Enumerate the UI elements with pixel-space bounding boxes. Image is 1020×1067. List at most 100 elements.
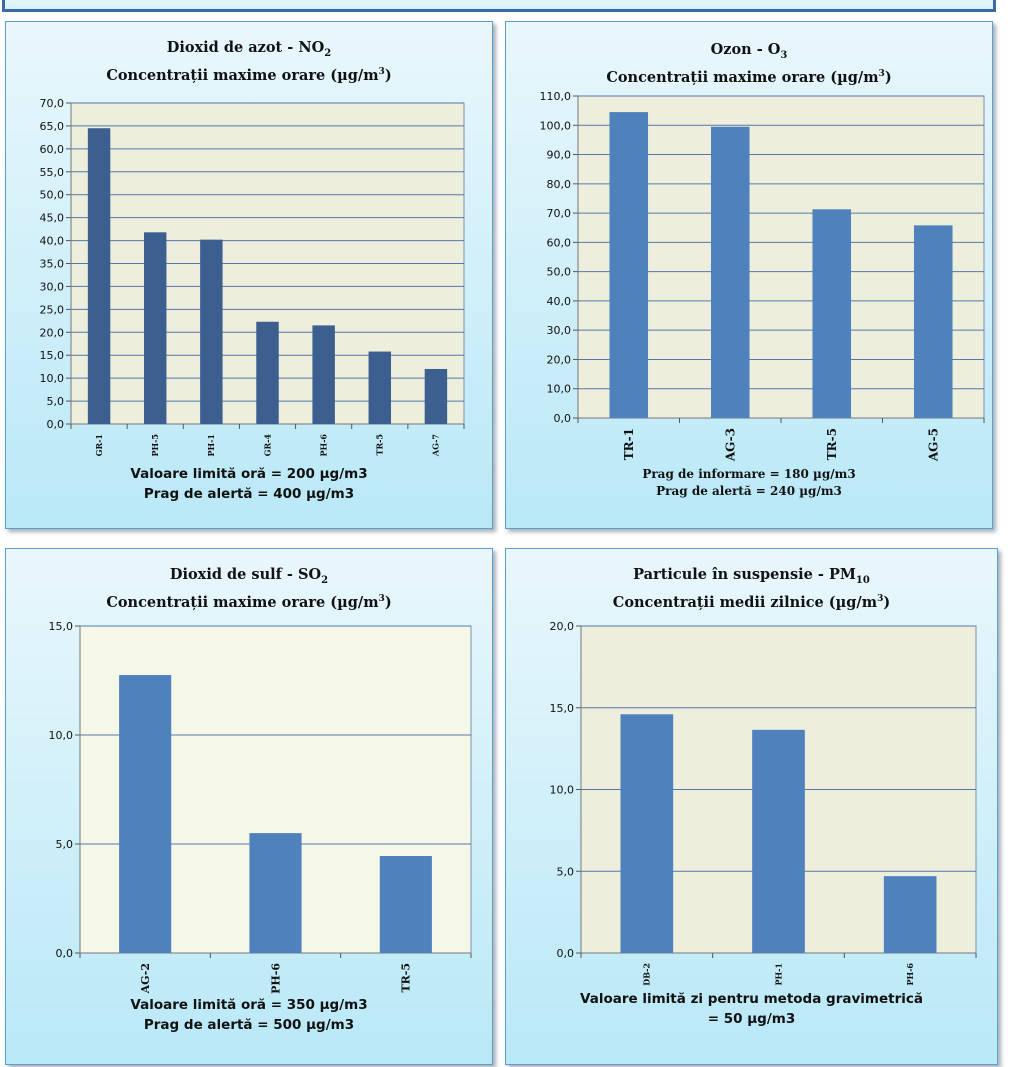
chart-subtitle: Concentrații maxime orare (µg/m: [106, 66, 379, 84]
bar: [424, 368, 448, 424]
category-label: PH-6: [318, 434, 328, 457]
chart-svg-no2: 0,0 5,0 10,0 15,0 20,0 25,0 30,0 35,0 40,0 45,0 50…: [40, 97, 465, 457]
header-strip: [2, 0, 996, 12]
title-superscript: 3: [378, 66, 385, 77]
y-tick-label: 0,0: [47, 418, 65, 431]
y-tick-label: 60,0: [40, 143, 65, 156]
title-subscript: 2: [324, 47, 332, 59]
bar: [312, 325, 335, 424]
chart-title: Ozon - O3 Concentrații maxime orare (µg/…: [506, 40, 992, 87]
y-tick-label: 10,0: [547, 383, 572, 396]
note-alert-threshold: Prag de alertă = 400 µg/m3: [143, 486, 355, 502]
bar: [256, 321, 279, 424]
chart-panel-no2: Dioxid de azot - NO2 Concentrații maxime…: [5, 21, 493, 529]
y-tick-label: 15,0: [49, 620, 74, 633]
chart-title: Particule în suspensie - PM10 Concentraț…: [506, 565, 997, 612]
y-tick-label: 20,0: [547, 353, 572, 366]
y-tick-label: 40,0: [547, 295, 572, 308]
bar: [143, 232, 167, 424]
y-tick-label: 70,0: [40, 97, 65, 110]
y-tick-label: 0,0: [56, 947, 74, 960]
title-superscript: 3: [378, 593, 385, 604]
category-label: TR-5: [825, 428, 839, 460]
category-label: AG-3: [723, 428, 737, 462]
y-tick-label: 35,0: [40, 258, 65, 271]
y-tick-label: 40,0: [40, 235, 65, 248]
chart-panel-pm10: Particule în suspensie - PM10 Concentraț…: [505, 548, 998, 1065]
bar: [87, 128, 111, 424]
y-tick-label: 50,0: [547, 266, 572, 279]
y-tick-label: 5,0: [47, 395, 65, 408]
title-subscript: 3: [780, 49, 788, 61]
chart-notes: Prag de informare = 180 µg/m3 Prag de al…: [506, 466, 992, 500]
y-tick-label: 0,0: [554, 412, 572, 425]
chart-title-line1: Dioxid de azot - NO: [166, 39, 325, 56]
category-label: PH-1: [773, 963, 783, 985]
chart-subtitle-end: ): [384, 593, 392, 611]
category-label: TR-5: [375, 434, 385, 456]
y-tick-label: 55,0: [40, 166, 65, 179]
note-limit-value: Valoare limită zi pentru metoda gravimet…: [580, 991, 923, 1007]
title-subscript: 10: [855, 574, 870, 586]
title-superscript: 3: [878, 68, 885, 79]
y-tick-label: 30,0: [547, 324, 572, 337]
chart-subtitle: Concentrații maxime orare (µg/m: [106, 593, 379, 611]
category-label: TR-5: [400, 963, 413, 993]
chart-svg-so2: 0,0 5,0 10,0 15,0 AG-2 PH-6 TR-5: [49, 620, 472, 994]
bar: [249, 833, 302, 953]
y-tick-label: 10,0: [40, 372, 65, 385]
bar: [752, 729, 805, 953]
y-tick-label: 100,0: [540, 119, 572, 132]
y-tick-label: 15,0: [40, 349, 65, 362]
chart-panel-o3: Ozon - O3 Concentrații maxime orare (µg/…: [505, 21, 993, 529]
bar: [812, 209, 852, 418]
category-label: PH-6: [905, 963, 915, 986]
y-tick-label: 50,0: [40, 189, 65, 202]
note-limit-value: Valoare limită oră = 200 µg/m3: [130, 466, 368, 482]
bar: [368, 351, 392, 424]
chart-panel-so2: Dioxid de sulf - SO2 Concentrații maxime…: [5, 548, 493, 1065]
category-label: DB-2: [642, 963, 652, 986]
note-alert-threshold: Prag de alertă = 500 µg/m3: [143, 1017, 355, 1033]
chart-title-line1: Dioxid de sulf - SO: [169, 566, 322, 583]
chart-svg-pm10: 0,0 5,0 10,0 15,0 20,0 DB-2 PH-1 PH-6: [550, 620, 977, 986]
chart-subtitle-end: ): [884, 68, 892, 86]
y-tick-label: 60,0: [547, 236, 572, 249]
y-tick-label: 65,0: [40, 120, 65, 133]
y-tick-label: 70,0: [547, 207, 572, 220]
chart-title-line1: Ozon - O: [710, 41, 781, 58]
chart-title: Dioxid de sulf - SO2 Concentrații maxime…: [6, 565, 492, 612]
bar: [913, 225, 953, 418]
y-tick-label: 10,0: [49, 729, 74, 742]
bar: [710, 126, 750, 419]
y-tick-label: 25,0: [40, 303, 65, 316]
y-tick-label: 110,0: [540, 90, 572, 103]
title-superscript: 3: [877, 593, 884, 604]
note-limit-value: Valoare limită oră = 350 µg/m3: [130, 997, 368, 1013]
bar: [119, 675, 172, 953]
chart-notes: Valoare limită zi pentru metoda gravimet…: [506, 989, 997, 1029]
y-tick-label: 5,0: [56, 838, 74, 851]
category-label: PH-1: [206, 434, 216, 456]
category-label: AG-7: [431, 434, 441, 457]
category-label: GR-1: [94, 434, 104, 456]
chart-title: Dioxid de azot - NO2 Concentrații maxime…: [6, 38, 492, 85]
category-label: PH-6: [269, 963, 282, 994]
y-tick-label: 10,0: [550, 784, 575, 797]
bar: [609, 112, 649, 418]
category-label: TR-1: [622, 428, 636, 460]
chart-notes: Valoare limită oră = 350 µg/m3 Prag de a…: [6, 995, 492, 1035]
bar: [620, 714, 674, 953]
bar: [379, 855, 432, 953]
category-label: PH-5: [150, 434, 160, 456]
note-limit-value-amount: = 50 µg/m3: [707, 1011, 796, 1027]
chart-notes: Valoare limită oră = 200 µg/m3 Prag de a…: [6, 464, 492, 504]
category-label: AG-2: [139, 963, 152, 994]
note-information-threshold: Prag de informare = 180 µg/m3: [642, 467, 856, 481]
chart-svg-o3: 0,0 10,0 20,0 30,0 40,0 50,0 60,0 70,0 80,0 90,0 1…: [540, 90, 985, 462]
y-tick-label: 80,0: [547, 178, 572, 191]
chart-title-line1: Particule în suspensie - PM: [633, 566, 856, 583]
category-label: AG-5: [926, 428, 940, 462]
y-tick-label: 30,0: [40, 280, 65, 293]
bar: [883, 876, 937, 953]
